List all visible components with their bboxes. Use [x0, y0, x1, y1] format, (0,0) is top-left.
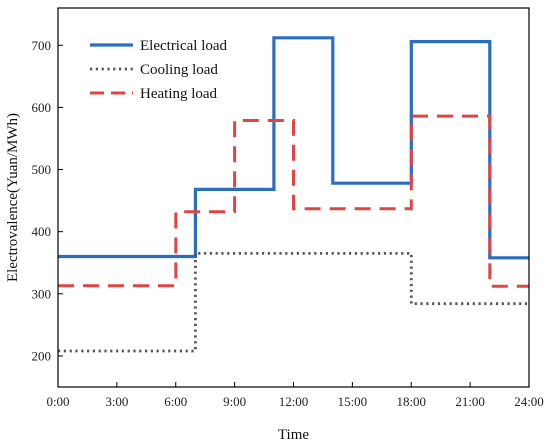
series-line-2 — [58, 252, 529, 353]
series-line-1 — [58, 36, 529, 260]
y-axis-title: Electrovalence(Yuan/MWh) — [5, 113, 21, 282]
y-tick-label: 600 — [32, 100, 52, 115]
legend-label-2: Cooling load — [140, 62, 218, 78]
legend-label-1: Electrical load — [140, 38, 228, 54]
x-axis-title: Time — [278, 427, 309, 443]
x-tick-label: 12:00 — [279, 394, 309, 409]
y-tick-label: 200 — [32, 348, 52, 363]
y-axis-ticks: 200 300 400 500 600 700 — [32, 38, 63, 363]
legend-label-3: Heating load — [140, 86, 218, 102]
x-tick-label: 21:00 — [455, 394, 485, 409]
x-axis-ticks: 0:00 3:00 6:00 9:00 12:00 15:00 18:00 21:00 24:0… — [46, 382, 544, 409]
x-tick-label: 24:00 — [514, 394, 544, 409]
y-tick-label: 500 — [32, 162, 52, 177]
y-tick-label: 400 — [32, 224, 52, 239]
series-line-3 — [58, 114, 529, 288]
legend: Electrical load Cooling load Heating load — [90, 38, 228, 102]
plot-lines — [58, 36, 529, 353]
x-tick-label: 3:00 — [105, 394, 128, 409]
y-tick-label: 700 — [32, 38, 52, 53]
x-tick-label: 9:00 — [223, 394, 246, 409]
x-tick-label: 6:00 — [164, 394, 187, 409]
y-tick-label: 300 — [32, 286, 52, 301]
x-tick-label: 0:00 — [46, 394, 69, 409]
x-tick-label: 15:00 — [338, 394, 368, 409]
x-tick-label: 18:00 — [396, 394, 426, 409]
